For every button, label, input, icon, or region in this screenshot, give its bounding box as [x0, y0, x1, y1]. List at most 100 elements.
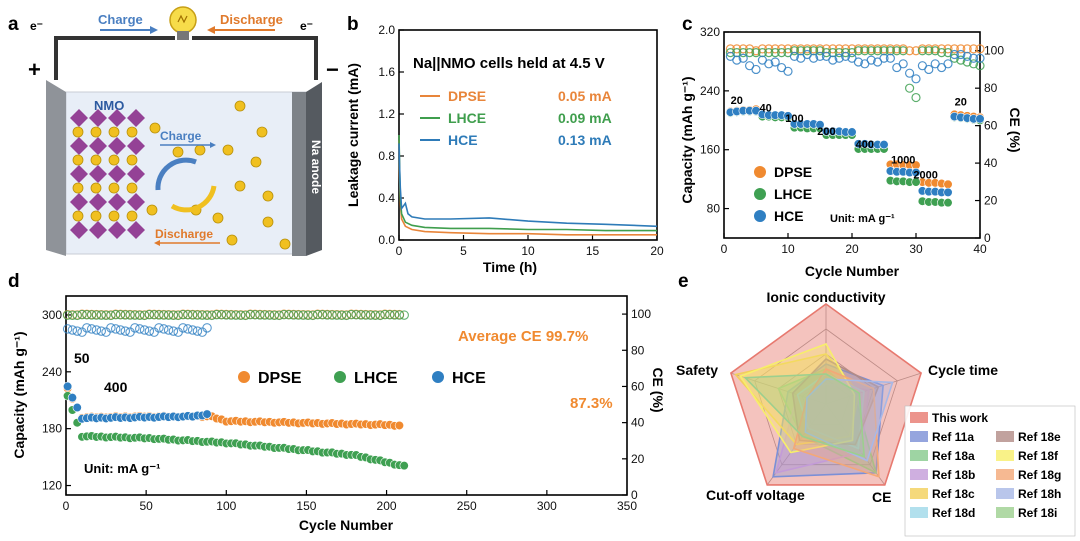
- lattice-octahedron: [127, 137, 145, 155]
- na-ion-intercalated: [90, 154, 102, 166]
- legend-c-lhce: LHCE: [774, 186, 812, 202]
- panel-c-ce-point-dpse: [904, 46, 915, 56]
- panel-d-xlabel: Cycle Number: [299, 517, 394, 533]
- radar-series-ref-18a: [777, 368, 878, 475]
- panel-d-ce-point-lhce: [312, 309, 323, 320]
- panel-d-ce-point-hce: [96, 326, 107, 336]
- discharge-top-label: Discharge: [220, 12, 283, 27]
- charge-arrowhead-top: [150, 26, 158, 34]
- panel-d-capacity-point-hce: [63, 381, 73, 392]
- na-ion-free: [234, 180, 246, 192]
- panel-c-capacity-point-hce: [847, 127, 857, 137]
- panel-c-ce-point-hce: [898, 59, 908, 69]
- lattice-octahedron: [108, 165, 126, 183]
- panel-d-ce-point-lhce: [351, 310, 361, 320]
- panel-d-ytick-label: 180: [42, 422, 62, 436]
- panel-d-ce-point-hce: [168, 326, 179, 336]
- panel-c-ce-point-hce: [770, 57, 780, 67]
- na-ion-free: [146, 204, 158, 216]
- panel-d-ce-point-lhce: [197, 310, 207, 320]
- na-ion-intercalated: [108, 210, 120, 222]
- panel-c-ce-point-hce: [828, 55, 838, 65]
- panel-d-ce-point-lhce: [341, 310, 352, 321]
- panel-d-ce-point-lhce: [385, 310, 395, 320]
- panel-d-unit-note: Unit: mA g⁻¹: [84, 461, 160, 476]
- panel-b-ylabel: Leakage current (mA): [345, 63, 361, 207]
- panel-d-ce-point-lhce: [106, 310, 116, 321]
- panel-d-ce-point-lhce: [360, 310, 371, 320]
- panel-c-ce-point-lhce: [764, 47, 774, 58]
- panel-d-ce-point-lhce: [375, 310, 385, 321]
- panel-d-ce-point-lhce: [327, 310, 337, 320]
- panel-d-ce-point-lhce: [86, 310, 97, 320]
- panel-c-ce-point-lhce: [872, 46, 883, 56]
- panel-d-ylabel: Capacity (mAh g⁻¹): [11, 331, 27, 458]
- panel-d-ce-point-lhce: [235, 310, 246, 320]
- panel-c-rate-label: 400: [856, 139, 874, 151]
- panel-d-ce-point-lhce: [192, 310, 203, 320]
- panel-c-capacity-point-hce: [879, 139, 889, 150]
- na-ion-intercalated: [72, 126, 84, 138]
- na-ion-free: [250, 156, 262, 168]
- lattice-octahedron: [89, 221, 107, 239]
- panel-c-ce-point-hce: [751, 64, 761, 75]
- panel-c-ce-point-hce: [911, 74, 921, 84]
- panel-d-ce-point-lhce: [221, 310, 232, 320]
- radar-legend: This work Ref 11a Ref 18a Ref 18b Ref 18c Ref…: [904, 405, 1076, 537]
- panel-d-ce-point-lhce: [288, 310, 299, 320]
- panel-d-ytick-label: 120: [42, 479, 62, 493]
- radar-chart: [729, 303, 923, 486]
- radar-axis-cycle-time: Cycle time: [928, 362, 998, 378]
- panel-d-ce-point-lhce: [389, 310, 400, 320]
- panel-c-capacity-point-dpse: [943, 179, 953, 189]
- panel-c-rate-label: 100: [785, 113, 803, 125]
- panel-d-ce-point-hce: [106, 323, 116, 333]
- panel-c-ce-point-lhce: [866, 46, 876, 56]
- panel-b-xtick-label: 0: [396, 244, 403, 258]
- legend-c-lhce-marker: [754, 188, 766, 200]
- legend-d-dpse: DPSE: [258, 370, 302, 387]
- panel-c-ce-point-lhce: [917, 46, 928, 56]
- panel-d-ce-point-lhce: [260, 310, 270, 320]
- panel-c-ce-point-lhce: [789, 46, 800, 56]
- panel-d-ce-point-lhce: [255, 310, 265, 320]
- retention-label: 87.3%: [570, 395, 613, 412]
- leakage-current-plot: 0 5 10 15 20 0.0 0.4 0.8 1.2 1.6 2.0: [378, 23, 664, 258]
- panel-d-ce-point-lhce: [245, 309, 256, 320]
- radar-legend-label: Ref 18d: [932, 506, 975, 520]
- panel-e: e Ionic conductivity Cycle time CE Cut-o…: [676, 271, 1076, 537]
- panel-c-ce-point-lhce: [911, 92, 921, 103]
- na-ion-intercalated: [126, 154, 138, 166]
- panel-c-ce-point-hce: [783, 66, 793, 76]
- panel-d-ce-point-lhce: [187, 310, 198, 320]
- panel-d-xtick-label: 200: [377, 499, 397, 513]
- panel-c-xtick-label: 40: [973, 242, 987, 256]
- radar-legend-swatch: [910, 488, 928, 499]
- panel-d-ce-point-lhce: [67, 310, 78, 320]
- panel-d-ce-point-lhce: [303, 310, 313, 320]
- panel-d-ce-point-lhce: [115, 310, 126, 320]
- panel-d-ce-point-hce: [72, 326, 82, 336]
- charge-cycle-arrow: [155, 157, 197, 191]
- panel-c-ce-point-lhce: [943, 47, 953, 58]
- panel-b-xlabel: Time (h): [483, 259, 537, 275]
- panel-d-ce-point-hce: [91, 325, 102, 335]
- panel-d-ce-point-lhce: [77, 309, 87, 320]
- panel-d-ce-point-lhce: [298, 310, 308, 320]
- panel-c: c 0 10 20 30 40 80 160 240 320 0 20 40 60 80 100 20 40 10…: [679, 14, 1023, 279]
- panel-d-xtick-label: 0: [63, 499, 70, 513]
- na-ion-free: [222, 144, 234, 156]
- radar-legend-label: Ref 11a: [932, 430, 974, 444]
- na-ion-intercalated: [72, 210, 84, 222]
- panel-d-ce-point-lhce: [370, 310, 381, 320]
- panel-b-legend: DPSE 0.05 mA LHCE 0.09 mA HCE 0.13 mA: [420, 88, 612, 148]
- panel-d-ce-point-lhce: [125, 310, 135, 320]
- panel-d-ce-point-lhce: [269, 310, 280, 320]
- radar-legend-label: Ref 18c: [932, 487, 975, 501]
- panel-c-y2tick-label: 20: [984, 194, 998, 208]
- na-ion-intercalated: [90, 126, 102, 138]
- panel-d-ce-point-lhce: [168, 310, 179, 320]
- lattice-octahedron: [70, 137, 88, 155]
- panel-c-ytick-label: 80: [707, 202, 721, 216]
- panel-c-ce-point-hce: [924, 64, 934, 75]
